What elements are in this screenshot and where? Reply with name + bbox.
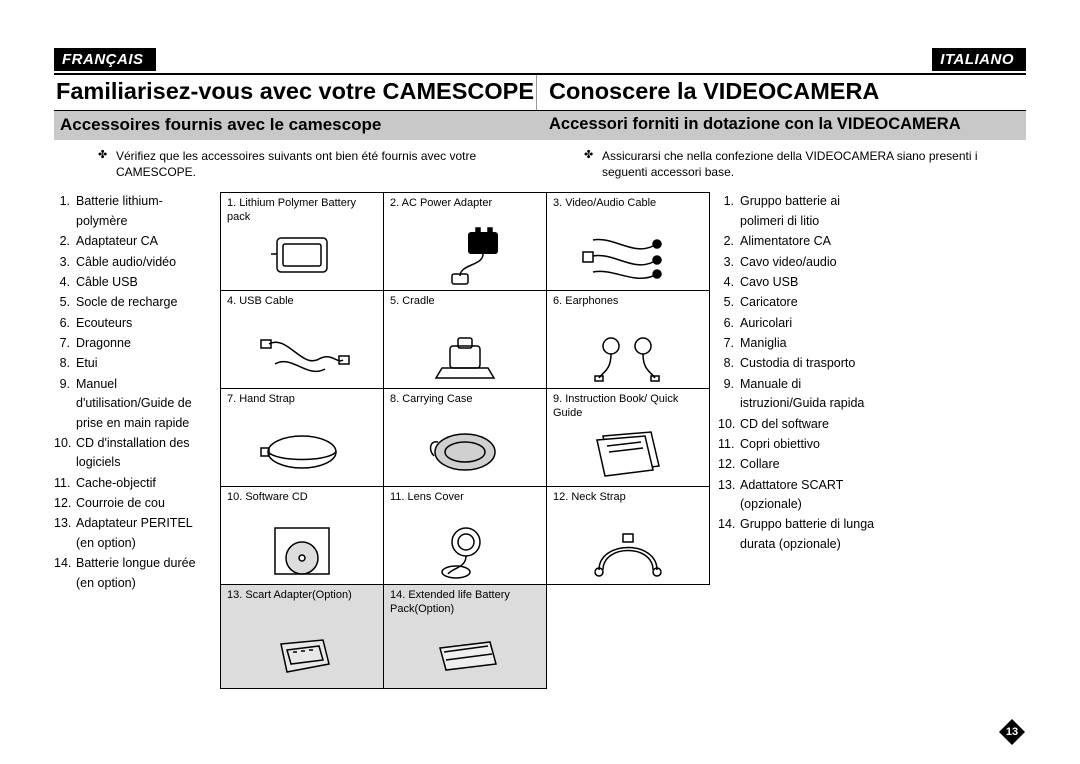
accessory-cell-2: 2. AC Power Adapter xyxy=(384,193,547,291)
list-item: 13.Adattatore SCART (opzionale) xyxy=(718,476,876,515)
list-item: 2.Adaptateur CA xyxy=(54,232,212,251)
accessory-caption: 9. Instruction Book/ Quick Guide xyxy=(553,393,703,421)
accessory-cell-1: 1. Lithium Polymer Battery pack xyxy=(221,193,384,291)
accessory-caption: 5. Cradle xyxy=(390,295,540,309)
right-intro-text: Assicurarsi che nella confezione della V… xyxy=(540,148,1026,180)
list-item: 12.Courroie de cou xyxy=(54,494,212,513)
list-item: 9.Manuale di istruzioni/Guida rapida xyxy=(718,375,876,414)
accessory-caption: 7. Hand Strap xyxy=(227,393,377,407)
accessory-illustration xyxy=(547,520,709,580)
accessory-illustration xyxy=(547,422,709,482)
accessory-illustration xyxy=(547,324,709,384)
accessory-caption: 4. USB Cable xyxy=(227,295,377,309)
list-item: 7.Dragonne xyxy=(54,334,212,353)
accessory-illustration xyxy=(384,324,546,384)
accessory-illustration xyxy=(221,324,383,384)
accessory-cell-6: 6. Earphones xyxy=(547,291,710,389)
accessory-cell-14: 14. Extended life Battery Pack(Option) xyxy=(384,585,547,689)
list-item: 14.Gruppo batterie di lunga durata (opzi… xyxy=(718,515,876,554)
accessory-illustration xyxy=(384,226,546,286)
accessory-caption: 3. Video/Audio Cable xyxy=(553,197,703,211)
accessory-caption: 1. Lithium Polymer Battery pack xyxy=(227,197,377,225)
accessory-caption: 13. Scart Adapter(Option) xyxy=(227,589,377,603)
list-item: 8.Etui xyxy=(54,354,212,373)
accessory-cell-12: 12. Neck Strap xyxy=(547,487,710,585)
accessory-cell-8: 8. Carrying Case xyxy=(384,389,547,487)
list-item: 6.Auricolari xyxy=(718,314,876,333)
accessory-cell-13: 13. Scart Adapter(Option) xyxy=(221,585,384,689)
list-item: 3.Câble audio/vidéo xyxy=(54,253,212,272)
list-item: 8.Custodia di trasporto xyxy=(718,354,876,373)
accessory-cell-11: 11. Lens Cover xyxy=(384,487,547,585)
accessory-illustration xyxy=(221,624,383,684)
accessory-illustration xyxy=(384,422,546,482)
left-language-label: FRANÇAIS xyxy=(54,48,156,71)
accessory-illustration xyxy=(384,520,546,580)
subtitle-row: Accessoires fournis avec le camescope Ac… xyxy=(54,111,1026,140)
list-item: 11.Copri obiettivo xyxy=(718,435,876,454)
accessory-cell-9: 9. Instruction Book/ Quick Guide xyxy=(547,389,710,487)
left-title: Familiarisez-vous avec votre CAMESCOPE xyxy=(54,75,537,110)
accessory-illustration xyxy=(221,520,383,580)
list-item: 5.Caricatore xyxy=(718,293,876,312)
main-content-row: 1.Batterie lithium-polymère2.Adaptateur … xyxy=(54,192,1026,689)
accessory-caption: 11. Lens Cover xyxy=(390,491,540,505)
accessory-caption: 14. Extended life Battery Pack(Option) xyxy=(390,589,540,617)
list-item: 3.Cavo video/audio xyxy=(718,253,876,272)
accessory-grid: 1. Lithium Polymer Battery pack 2. AC Po… xyxy=(220,192,710,689)
accessory-cell-4: 4. USB Cable xyxy=(221,291,384,389)
accessory-illustration xyxy=(221,422,383,482)
list-item: 10.CD del software xyxy=(718,415,876,434)
accessory-caption: 2. AC Power Adapter xyxy=(390,197,540,211)
page-number: 13 xyxy=(998,718,1026,746)
list-item: 10.CD d'installation des logiciels xyxy=(54,434,212,473)
list-item: 1.Batterie lithium-polymère xyxy=(54,192,212,231)
right-subtitle: Accessori forniti in dotazione con la VI… xyxy=(537,111,1026,140)
page-number-badge: 13 xyxy=(998,718,1026,746)
manual-page: FRANÇAIS ITALIANO Familiarisez-vous avec… xyxy=(0,0,1080,764)
list-item: 1.Gruppo batterie ai polimeri di litio xyxy=(718,192,876,231)
title-row: Familiarisez-vous avec votre CAMESCOPE C… xyxy=(54,73,1026,111)
right-language-label: ITALIANO xyxy=(932,48,1026,71)
intro-row: Vérifiez que les accessoires suivants on… xyxy=(54,148,1026,180)
accessory-caption: 12. Neck Strap xyxy=(553,491,703,505)
list-item: 4.Cavo USB xyxy=(718,273,876,292)
accessory-cell-7: 7. Hand Strap xyxy=(221,389,384,487)
list-item: 6.Ecouteurs xyxy=(54,314,212,333)
list-item: 13.Adaptateur PERITEL (en option) xyxy=(54,514,212,553)
list-item: 5.Socle de recharge xyxy=(54,293,212,312)
left-accessory-list: 1.Batterie lithium-polymère2.Adaptateur … xyxy=(54,192,212,689)
list-item: 12.Collare xyxy=(718,455,876,474)
accessory-cell-3: 3. Video/Audio Cable xyxy=(547,193,710,291)
accessory-illustration xyxy=(547,226,709,286)
left-intro-text: Vérifiez que les accessoires suivants on… xyxy=(54,148,540,180)
list-item: 4.Câble USB xyxy=(54,273,212,292)
list-item: 14.Batterie longue durée (en option) xyxy=(54,554,212,593)
right-accessory-list: 1.Gruppo batterie ai polimeri di litio2.… xyxy=(718,192,876,689)
accessory-illustration xyxy=(221,226,383,286)
accessory-caption: 8. Carrying Case xyxy=(390,393,540,407)
accessory-cell-10: 10. Software CD xyxy=(221,487,384,585)
language-labels-row: FRANÇAIS ITALIANO xyxy=(54,48,1026,71)
accessory-caption: 6. Earphones xyxy=(553,295,703,309)
list-item: 2.Alimentatore CA xyxy=(718,232,876,251)
list-item: 7.Maniglia xyxy=(718,334,876,353)
accessory-cell-5: 5. Cradle xyxy=(384,291,547,389)
list-item: 9.Manuel d'utilisation/Guide de prise en… xyxy=(54,375,212,433)
accessory-illustration xyxy=(384,624,546,684)
accessory-caption: 10. Software CD xyxy=(227,491,377,505)
right-title: Conoscere la VIDEOCAMERA xyxy=(537,75,1026,110)
list-item: 11.Cache-objectif xyxy=(54,474,212,493)
left-subtitle: Accessoires fournis avec le camescope xyxy=(54,111,537,140)
